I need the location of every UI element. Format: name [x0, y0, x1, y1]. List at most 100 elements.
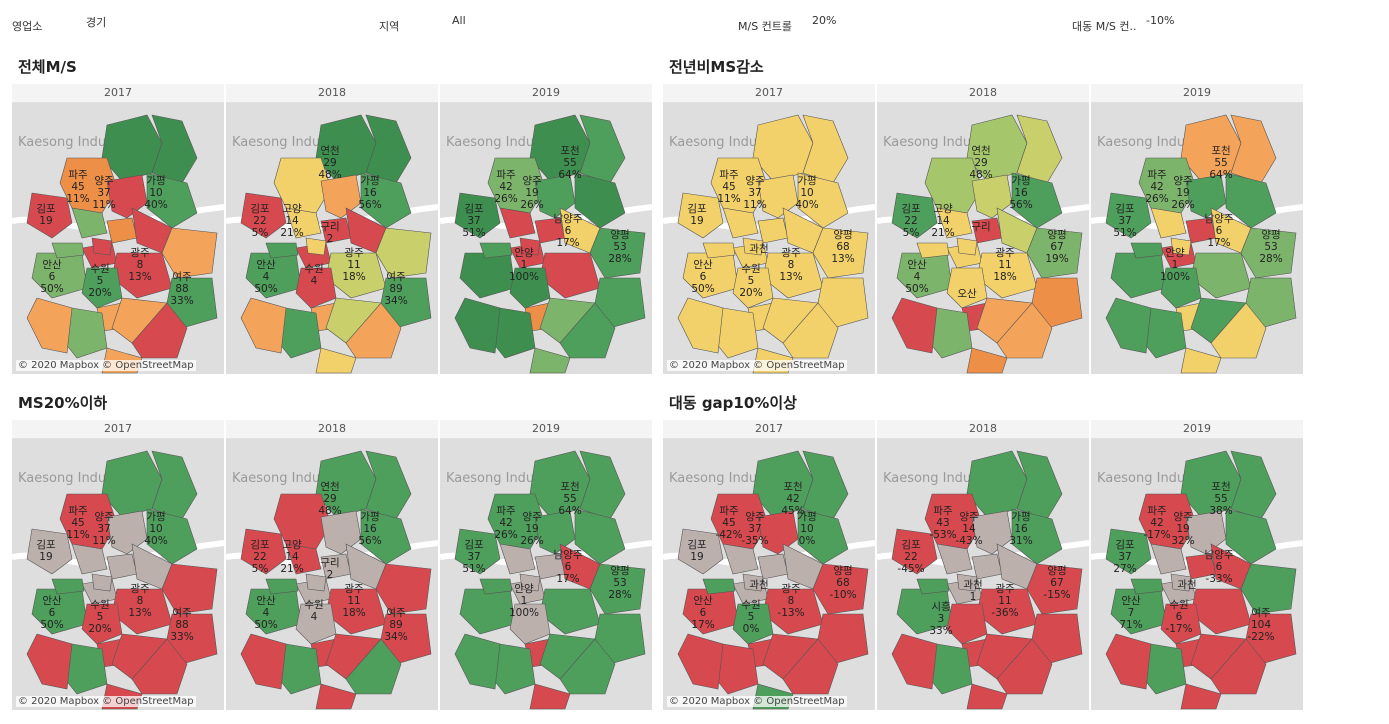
- region-count: 16: [363, 187, 377, 199]
- choropleth-map[interactable]: Kaesong Industrial Regi 파주 43 -53% 양주 14 -43% 가…: [877, 439, 1089, 710]
- map-attribution[interactable]: © 2020 Mapbox © OpenStreetMap: [667, 696, 847, 707]
- region-김포: [240, 528, 287, 575]
- region-count: 6: [1175, 611, 1183, 623]
- region-label: 고양 14 21%: [280, 203, 303, 239]
- filter-value-ms-control[interactable]: 20%: [812, 14, 837, 27]
- region-안성: [529, 683, 571, 710]
- region-share: 40%: [144, 199, 168, 211]
- choropleth-map[interactable]: Kaesong Industrial Regi 포천 42 45% 파주 45 -42% 양주…: [663, 439, 875, 710]
- region-share: -45%: [897, 563, 925, 575]
- map-attribution[interactable]: © 2020 Mapbox © OpenStreetMap: [16, 696, 196, 707]
- region-label: 안양 1 100%: [1160, 247, 1190, 283]
- filter-value-daedong-ms[interactable]: -10%: [1146, 14, 1175, 27]
- year-panel-2017: 2017 Kaesong Industrial Regi 파주 45 11% 양주 37 11…: [12, 84, 224, 374]
- region-name: 파주: [1147, 169, 1167, 181]
- choropleth-map[interactable]: Kaesong Industrial Regi 포천 55 38% 파주 42 -17% 양주…: [1091, 439, 1303, 710]
- region-여주: [594, 613, 646, 665]
- region-양주: [320, 510, 362, 555]
- region-label: 양평 67 19%: [1045, 229, 1068, 265]
- region-이천: [131, 302, 188, 359]
- region-share: 45%: [781, 505, 805, 517]
- region-count: 45: [71, 181, 85, 193]
- region-name: 남양주: [553, 213, 583, 225]
- region-name: 파주: [68, 169, 88, 181]
- year-header: 2017: [12, 420, 224, 439]
- region-share: 17%: [556, 237, 580, 249]
- region-share: 26%: [494, 529, 518, 541]
- region-label: 양주 19 26%: [1171, 175, 1194, 211]
- region-count: 55: [563, 493, 577, 505]
- region-label: 김포 19: [36, 539, 55, 563]
- region-label: 안양 1 100%: [509, 583, 539, 619]
- region-share: 20%: [88, 287, 112, 299]
- region-가평: [574, 172, 626, 229]
- region-label: 수원 6 -17%: [1165, 599, 1192, 635]
- choropleth-map[interactable]: Kaesong Industrial Regi 파주 42 26% 양주 19 26% 포천 5…: [440, 103, 652, 374]
- region-shapes: [440, 450, 652, 710]
- region-label: 포천 55 38%: [1209, 481, 1232, 517]
- region-name: 김포: [36, 539, 56, 551]
- region-시흥: [1130, 578, 1164, 595]
- region-label: 포천 55 64%: [1209, 145, 1232, 181]
- region-label: 안산 6 17%: [691, 595, 714, 631]
- year-header: 2018: [226, 420, 438, 439]
- region-count: 29: [323, 493, 337, 505]
- choropleth-map[interactable]: Kaesong Industrial Regi 연천 29 48% 김포 22 5% 고양 14…: [226, 103, 438, 374]
- filter-value-region[interactable]: All: [452, 14, 466, 27]
- region-count: 42: [1150, 181, 1164, 193]
- region-name: 안산: [256, 259, 276, 271]
- region-label: 파주 42 -17%: [1143, 505, 1170, 541]
- region-label: 가평 16 56%: [358, 511, 381, 547]
- region-count: 14: [285, 215, 299, 227]
- map-attribution[interactable]: © 2020 Mapbox © OpenStreetMap: [667, 360, 847, 371]
- region-name: 김포: [464, 203, 484, 215]
- region-label: 가평 16 56%: [358, 175, 381, 211]
- region-화성: [1105, 633, 1152, 690]
- region-count: 42: [499, 181, 513, 193]
- region-label: 양평 68 13%: [831, 229, 854, 265]
- region-count: 1: [520, 595, 528, 607]
- region-고양: [71, 207, 108, 239]
- region-share: 33%: [929, 625, 953, 637]
- region-name: 가평: [797, 175, 817, 187]
- region-고양: [285, 207, 322, 239]
- choropleth-map[interactable]: Kaesong Industrial Regi 파주 42 26% 양주 19 26% 포천 5…: [440, 439, 652, 710]
- region-양평: [1240, 227, 1297, 279]
- region-name: 수원: [741, 263, 761, 275]
- region-label: 연천 29 48%: [318, 145, 341, 181]
- region-share: 26%: [1145, 193, 1169, 205]
- choropleth-map[interactable]: Kaesong Industrial Regi 포천 55 64% 파주 42 26% 양주 1…: [1091, 103, 1303, 374]
- region-count: 6: [1215, 561, 1223, 573]
- year-header: 2018: [226, 84, 438, 103]
- region-시흥: [479, 578, 513, 595]
- filter-value-office[interactable]: 경기: [86, 16, 107, 29]
- region-count: 68: [836, 577, 850, 589]
- region-name: 양평: [610, 229, 630, 241]
- region-name: 포천: [1211, 481, 1231, 493]
- region-count: 19: [525, 187, 539, 199]
- region-수원: [295, 267, 337, 309]
- region-name: 고양: [282, 203, 302, 215]
- region-share: 56%: [358, 535, 382, 547]
- region-label: 파주 42 26%: [494, 505, 517, 541]
- region-가평: [360, 508, 412, 565]
- region-양평: [375, 227, 432, 279]
- region-count: 45: [722, 517, 736, 529]
- region-name: 양주: [745, 511, 765, 523]
- region-label: 여주 88 33%: [170, 271, 193, 307]
- choropleth-map[interactable]: Kaesong Industrial Regi 연천 29 48% 김포 22 5% 고양 14…: [226, 439, 438, 710]
- region-수원: [732, 603, 774, 645]
- filter-bar: 영업소 경기 지역 All M/S 컨트롤 20% 대동 M/S 컨.. -10…: [0, 0, 1389, 40]
- region-label: 파주 45 -42%: [715, 505, 742, 541]
- map-attribution[interactable]: © 2020 Mapbox © OpenStreetMap: [16, 360, 196, 371]
- choropleth-map[interactable]: Kaesong Industrial Regi 연천 29 48% 김포 22 5% 고양 14…: [877, 103, 1089, 374]
- region-이천: [996, 302, 1053, 359]
- choropleth-map[interactable]: Kaesong Industrial Regi 파주 45 11% 양주 37 11% 가평 1…: [12, 103, 224, 374]
- year-panel-2019: 2019 Kaesong Industrial Regi 포천 55 38% 파주 42 -1…: [1091, 420, 1303, 710]
- choropleth-map[interactable]: Kaesong Industrial Regi 파주 45 11% 양주 37 11% 가평 1…: [663, 103, 875, 374]
- region-name: 양주: [94, 175, 114, 187]
- filter-label-ms-control: M/S 컨트롤: [738, 20, 793, 33]
- region-화성: [240, 297, 287, 354]
- choropleth-map[interactable]: Kaesong Industrial Regi 파주 45 11% 양주 37 11% 가평 1…: [12, 439, 224, 710]
- region-label: 파주 42 26%: [494, 169, 517, 205]
